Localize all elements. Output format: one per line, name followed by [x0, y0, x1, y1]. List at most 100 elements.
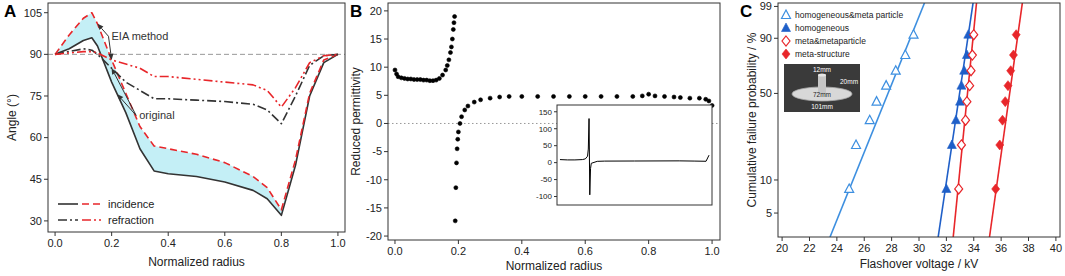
y-tick [774, 93, 778, 94]
photo-background [784, 64, 860, 112]
x-tick-label: 36 [995, 242, 1007, 254]
diamond-marker [968, 50, 976, 60]
photo-cap [818, 74, 826, 77]
x-tick [585, 240, 586, 244]
y-tick [384, 207, 388, 208]
x-tick [337, 232, 338, 236]
x-tick-label: 34 [968, 242, 980, 254]
triangle-marker [865, 115, 874, 124]
legend-label: homogeneous&meta particle [795, 10, 903, 20]
x-tick-label: 0.2 [104, 237, 119, 249]
panel: 0.00.20.40.60.81.03045607590105Normalize… [4, 2, 346, 269]
y-tick [554, 128, 557, 129]
x-tick [919, 237, 920, 241]
x-tick-label: 24 [831, 242, 843, 254]
inset-photo: 12mm20mm72mm101mm [784, 64, 860, 112]
y-tick [44, 220, 48, 221]
y-tick [44, 12, 48, 13]
x-tick-label: 0.4 [514, 245, 529, 257]
y-tick [44, 137, 48, 138]
x-tick [394, 240, 395, 244]
arrow-head [117, 94, 123, 100]
legend-swatch [82, 219, 102, 221]
plot-frame [388, 3, 720, 240]
point-marker [640, 94, 644, 98]
x-tick [1001, 237, 1002, 241]
x-tick-label: 28 [885, 242, 897, 254]
panel-letter: A [4, 2, 16, 21]
panel: -100-50050100150 [536, 105, 712, 205]
point-marker [678, 96, 682, 100]
plot-background [48, 3, 345, 232]
y-tick [554, 162, 557, 163]
x-tick [712, 240, 713, 244]
arrow-shaft [114, 74, 136, 116]
x-tick [864, 237, 865, 241]
x-axis-title: Flashover voltage / kV [860, 257, 979, 271]
point-marker [451, 27, 455, 31]
y-tick-label: -10 [366, 174, 382, 186]
diamond-marker [996, 140, 1004, 150]
y-tick-label: -50 [540, 175, 552, 184]
y-tick-label: -15 [366, 202, 382, 214]
series-line [55, 52, 338, 108]
triangle-marker [951, 115, 960, 124]
plot-frame [48, 3, 345, 232]
diamond-marker [966, 81, 974, 91]
point-marker [454, 186, 458, 190]
x-tick [973, 237, 974, 241]
triangle-marker [782, 23, 791, 32]
diamond-marker [963, 97, 971, 107]
y-tick-label: -5 [372, 145, 382, 157]
panel-letter: B [350, 2, 362, 21]
y-tick-label: 150 [539, 108, 553, 117]
point-marker [453, 15, 457, 19]
legend: incidencerefraction [58, 198, 154, 226]
triangle-marker [947, 140, 956, 149]
point-marker [455, 147, 459, 151]
diamond-marker [1007, 66, 1015, 76]
y-tick [44, 179, 48, 180]
point-marker [458, 121, 462, 125]
point-marker [472, 100, 476, 104]
y-tick [44, 95, 48, 96]
triangle-marker [782, 10, 791, 19]
point-marker [653, 94, 657, 98]
y-axis-title: Cumulative failure probability / % [745, 32, 759, 207]
y-tick [774, 213, 778, 214]
point-marker [445, 63, 449, 67]
point-marker [498, 95, 502, 99]
y-tick-label: 10 [370, 61, 382, 73]
diamond-marker [957, 140, 965, 150]
x-tick-label: 0.4 [161, 237, 176, 249]
x-tick-label: 0.2 [451, 245, 466, 257]
point-marker [552, 94, 556, 98]
point-marker [449, 45, 453, 49]
y-tick-label: 10 [760, 174, 772, 186]
x-tick-label: 1.0 [330, 237, 345, 249]
point-marker [707, 99, 711, 103]
x-tick [946, 237, 947, 241]
diamond-marker [1012, 30, 1020, 40]
x-tick [168, 232, 169, 236]
point-marker [479, 98, 483, 102]
y-tick-label: 60 [30, 131, 42, 143]
point-marker [460, 115, 464, 119]
x-tick [891, 237, 892, 241]
y-tick [774, 6, 778, 7]
x-axis-title: Normalized radius [148, 255, 245, 269]
point-marker [447, 58, 451, 62]
x-tick-label: 1.0 [704, 245, 719, 257]
triangle-marker [909, 30, 918, 38]
arrow-shaft [101, 28, 108, 36]
triangle-marker [872, 97, 881, 106]
arrow-head [112, 68, 117, 75]
triangle-marker [852, 140, 861, 149]
x-tick-label: 0.8 [274, 237, 289, 249]
x-tick [111, 232, 112, 236]
series-line [938, 3, 973, 237]
series-line [55, 49, 338, 124]
series-line [560, 119, 709, 195]
y-tick-label: 0 [376, 117, 382, 129]
x-tick [458, 240, 459, 244]
